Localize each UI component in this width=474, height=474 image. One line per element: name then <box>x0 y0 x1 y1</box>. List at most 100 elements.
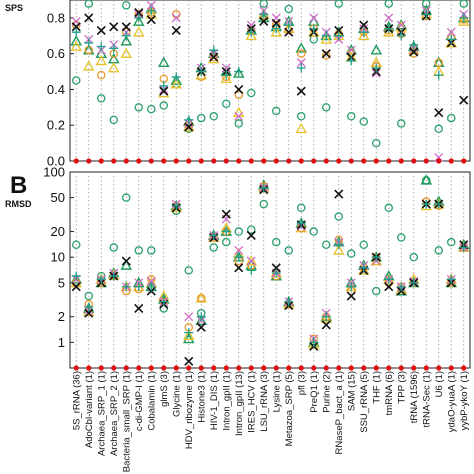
data-point-2-3 <box>107 61 120 73</box>
y-tick-label: 2 <box>58 309 65 324</box>
baseline-marker <box>323 158 329 164</box>
data-point-6-9 <box>184 328 194 338</box>
data-point-4-6 <box>146 276 156 286</box>
panel-label: B <box>10 172 27 199</box>
baseline-marker <box>411 365 417 371</box>
baseline-marker <box>348 158 354 164</box>
data-point-0-23 <box>359 117 368 126</box>
data-point-0-15 <box>259 199 268 209</box>
baseline-marker <box>211 365 217 371</box>
data-point-0-7 <box>159 101 168 110</box>
data-point-3-20 <box>321 51 331 60</box>
category-label: Intron_gpII (1) <box>221 371 232 431</box>
baseline-marker <box>311 158 317 164</box>
data-point-0-15 <box>259 0 268 8</box>
baseline-marker <box>373 158 379 164</box>
data-point-6-31 <box>459 242 469 252</box>
baseline-marker <box>98 158 104 164</box>
data-point-5-20 <box>321 320 331 330</box>
baseline-marker <box>448 365 454 371</box>
data-point-1-26 <box>395 285 408 296</box>
data-point-2-20 <box>320 33 333 44</box>
data-point-5-14 <box>246 230 256 241</box>
data-point-5-23 <box>359 20 369 30</box>
data-point-6-21 <box>334 31 344 41</box>
data-point-6-7 <box>159 81 169 91</box>
category-label: Archaea_SRP_1 (1) <box>96 371 107 456</box>
data-point-0-17 <box>284 4 293 14</box>
data-point-2-18 <box>295 122 308 134</box>
y-tick-label: 0.8 <box>47 10 65 25</box>
data-point-2-6 <box>145 8 158 19</box>
category-label: Histone3 (1) <box>196 371 207 423</box>
data-point-6-27 <box>409 278 419 288</box>
category-label: AdoCbl-variant (1) <box>84 371 95 448</box>
data-point-5-7 <box>159 86 169 96</box>
data-point-4-18 <box>296 58 306 68</box>
data-point-2-14 <box>245 255 258 266</box>
baseline-marker <box>298 365 304 371</box>
baseline-marker <box>73 365 79 371</box>
y-tick-label: 10 <box>51 250 65 265</box>
category-label: ydaO-yuaA (1) <box>446 371 457 432</box>
data-point-6-2 <box>96 274 106 284</box>
baseline-marker <box>86 365 92 371</box>
data-point-6-12 <box>221 227 231 237</box>
data-point-0-18 <box>296 112 306 121</box>
baseline-marker <box>236 365 242 371</box>
data-point-0-23 <box>359 240 368 249</box>
baseline-marker <box>161 365 167 371</box>
data-point-5-8 <box>171 25 181 35</box>
data-point-0-0 <box>72 240 81 249</box>
data-point-5-3 <box>109 22 119 32</box>
data-point-5-0 <box>71 282 81 292</box>
category-label: HDV_ribozyme (1) <box>184 371 195 449</box>
data-point-6-2 <box>96 42 106 52</box>
baseline-marker <box>198 158 204 164</box>
category-label: Lysine (1) <box>271 371 282 412</box>
data-point-0-14 <box>246 88 256 98</box>
baseline-marker <box>386 365 392 371</box>
data-point-0-20 <box>321 240 331 249</box>
category-label: tRNA (1596) <box>409 371 420 423</box>
data-point-1-13 <box>232 67 245 78</box>
data-point-6-0 <box>71 271 81 281</box>
y-tick-label: 100 <box>43 165 65 180</box>
data-point-2-31 <box>457 15 470 26</box>
data-point-5-13 <box>234 263 244 273</box>
data-point-6-25 <box>384 24 394 34</box>
data-point-0-6 <box>146 246 156 255</box>
data-point-0-29 <box>434 124 443 134</box>
data-point-4-8 <box>171 13 181 23</box>
data-point-6-12 <box>221 70 231 80</box>
data-point-1-26 <box>395 19 408 30</box>
category-label: Cobalamin (1) <box>146 371 157 431</box>
data-point-6-22 <box>346 282 356 292</box>
baseline-marker <box>361 158 367 164</box>
category-label: Glycine (1) <box>171 371 182 417</box>
data-point-0-3 <box>109 243 119 252</box>
baseline-marker <box>186 365 192 371</box>
data-point-4-13 <box>234 245 244 255</box>
category-label: SAM (15) <box>346 371 357 411</box>
data-point-6-19 <box>309 337 319 347</box>
data-point-5-0 <box>71 22 81 32</box>
data-point-0-22 <box>346 112 356 121</box>
baseline-marker <box>436 365 442 371</box>
baseline-marker <box>173 158 179 164</box>
category-label: TPP (3) <box>396 371 407 404</box>
data-point-3-2 <box>97 70 106 80</box>
data-point-6-26 <box>396 31 406 41</box>
y-tick-label: 1 <box>58 335 65 350</box>
baseline-marker <box>448 158 454 164</box>
data-point-0-21 <box>334 212 343 221</box>
data-point-0-0 <box>72 76 81 85</box>
data-point-0-27 <box>409 252 418 262</box>
data-point-5-31 <box>459 95 469 105</box>
data-point-6-18 <box>296 218 306 228</box>
data-point-6-17 <box>284 20 294 30</box>
data-point-6-14 <box>246 265 256 275</box>
data-point-6-14 <box>246 27 256 37</box>
